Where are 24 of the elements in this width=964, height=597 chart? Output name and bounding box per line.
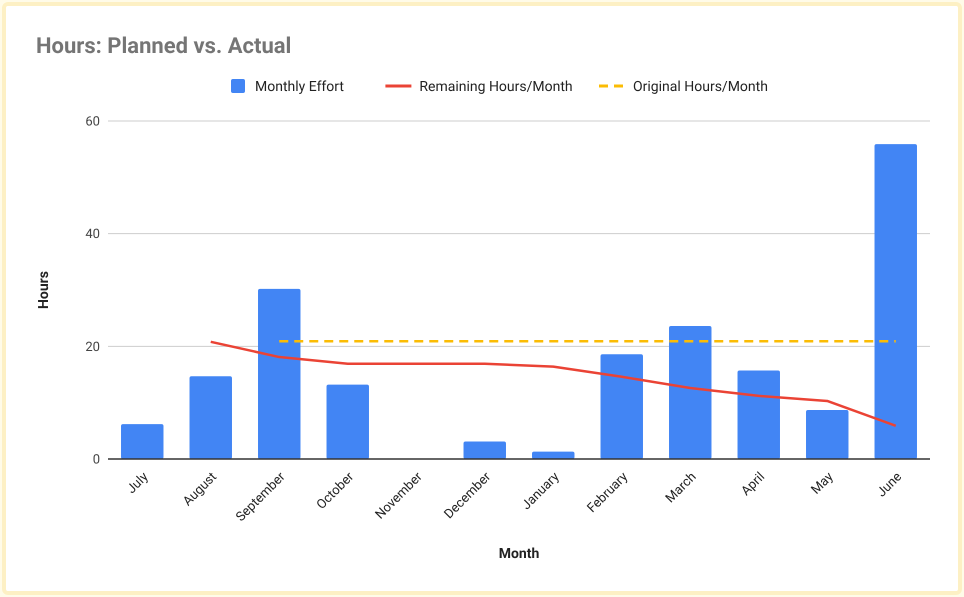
bar [738, 370, 780, 459]
x-axis-title: Month [498, 546, 540, 562]
bar [326, 384, 369, 459]
bar [464, 442, 506, 459]
bar [874, 144, 917, 459]
bar [190, 376, 232, 459]
legend-label: Original Hours/Month [633, 78, 768, 95]
bar [600, 354, 643, 459]
y-tick-label: 20 [85, 340, 100, 355]
bar [532, 452, 574, 459]
x-tick-label: May [808, 470, 837, 498]
bar [806, 410, 848, 459]
line-series [210, 340, 897, 428]
x-tick-label: July [124, 470, 152, 497]
legend-label: Monthly Effort [255, 78, 344, 95]
bar [121, 424, 164, 459]
y-tick-label: 0 [92, 452, 100, 468]
y-axis-title: Hours [36, 271, 52, 309]
legend-label: Remaining Hours/Month [419, 78, 573, 95]
bar [258, 288, 300, 459]
bar [669, 326, 712, 459]
chart-title: Hours: Planned vs. Actual [36, 34, 292, 59]
y-tick-label: 60 [85, 114, 100, 130]
y-tick-label: 40 [85, 227, 100, 242]
